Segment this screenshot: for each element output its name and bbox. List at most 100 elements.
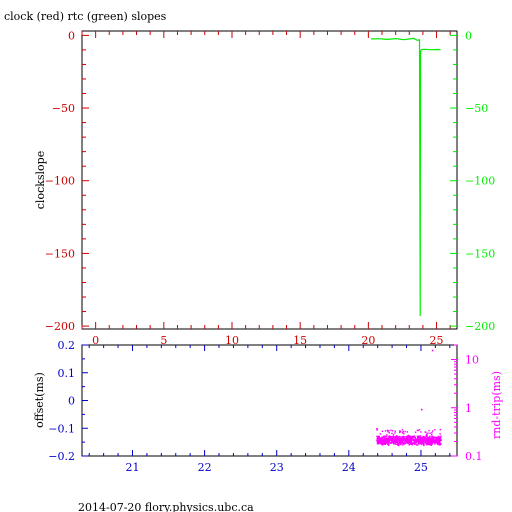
roundtrip-point (432, 436, 434, 438)
roundtrip-point (437, 435, 439, 438)
y2-tick-label: 10 (465, 354, 479, 367)
roundtrip-point (420, 443, 423, 445)
roundtrip-point (424, 440, 426, 442)
roundtrip-point (409, 441, 411, 443)
roundtrip-point (399, 431, 401, 434)
roundtrip-point (399, 441, 401, 443)
roundtrip-point (381, 437, 383, 439)
roundtrip-point (437, 437, 439, 439)
roundtrip-point (419, 437, 422, 439)
roundtrip-point (440, 439, 442, 441)
roundtrip-point (384, 440, 386, 442)
roundtrip-point (378, 436, 380, 438)
roundtrip-point (398, 443, 400, 446)
roundtrip-point (431, 442, 434, 444)
roundtrip-point (417, 429, 419, 432)
roundtrip-point (397, 438, 399, 440)
roundtrip-point (415, 441, 417, 443)
roundtrip-point (391, 432, 393, 435)
roundtrip-point (388, 439, 391, 441)
roundtrip-point (394, 443, 397, 445)
roundtrip-point (380, 440, 382, 443)
roundtrip-point (398, 437, 400, 440)
roundtrip-point (423, 443, 425, 445)
roundtrip-point (397, 439, 399, 442)
x-tick-label: 10 (225, 334, 239, 347)
roundtrip-point (426, 441, 429, 443)
roundtrip-point (421, 441, 423, 444)
roundtrip-point (431, 431, 433, 434)
roundtrip-point (418, 443, 420, 445)
roundtrip-point (376, 441, 378, 443)
roundtrip-point (429, 437, 431, 440)
roundtrip-point (424, 438, 426, 440)
roundtrip-point (384, 437, 386, 439)
roundtrip-point (391, 441, 393, 444)
roundtrip-point (437, 441, 439, 443)
roundtrip-point (397, 436, 399, 439)
roundtrip-point (387, 444, 390, 446)
roundtrip-point (410, 438, 413, 440)
y2-tick-label: 1 (465, 402, 472, 415)
roundtrip-point (393, 443, 395, 445)
roundtrip-point (417, 440, 420, 443)
roundtrip-point (392, 438, 394, 441)
roundtrip-point (380, 442, 382, 444)
x-tick-label: 23 (270, 461, 284, 474)
roundtrip-point (417, 444, 419, 446)
roundtrip-point (376, 435, 378, 438)
roundtrip-point (384, 430, 387, 432)
roundtrip-point (410, 443, 412, 445)
roundtrip-point (425, 441, 427, 444)
roundtrip-point (410, 437, 412, 439)
x-tick-label: 0 (92, 334, 99, 347)
roundtrip-point (429, 435, 431, 437)
roundtrip-point (434, 443, 436, 445)
roundtrip-point (440, 443, 442, 445)
roundtrip-point (407, 439, 409, 442)
roundtrip-point (409, 436, 411, 439)
roundtrip-point (419, 442, 421, 445)
roundtrip-point (431, 442, 434, 445)
x-tick-label: 25 (430, 334, 444, 347)
offset-axes: 21 22 23 24 25 0.2 0.1 0 −0.1 −0.2 10 1 0.1 (48, 339, 482, 474)
roundtrip-point (414, 436, 417, 439)
roundtrip-point (420, 431, 422, 433)
roundtrip-point (401, 428, 404, 431)
roundtrip-point (424, 437, 427, 439)
y-tick-label: 0.2 (58, 339, 76, 352)
y2-tick-label: −150 (465, 247, 495, 260)
roundtrip-point (400, 439, 403, 442)
roundtrip-point (413, 438, 415, 440)
roundtrip-point (417, 442, 420, 444)
roundtrip-point (398, 441, 401, 443)
roundtrip-point (405, 440, 408, 443)
roundtrip-point (395, 438, 397, 440)
roundtrip-point (431, 437, 434, 440)
footer-text: 2014-07-20 flory.physics.ubc.ca (78, 501, 254, 512)
roundtrip-point (415, 444, 418, 446)
roundtrip-point (389, 436, 391, 438)
roundtrip-point (382, 439, 385, 441)
x-tick-label: 5 (160, 334, 167, 347)
y-tick-label: −150 (45, 247, 75, 260)
roundtrip-point (426, 433, 428, 435)
roundtrip-point (426, 436, 428, 438)
roundtrip-point (402, 437, 405, 439)
y-tick-label: −100 (45, 175, 75, 188)
roundtrip-point (404, 430, 406, 433)
roundtrip-point (415, 442, 417, 444)
roundtrip-point (377, 437, 379, 439)
roundtrip-y-axis-title: rnd-trip(ms) (490, 371, 503, 439)
roundtrip-point (438, 442, 441, 444)
roundtrip-point (436, 438, 438, 440)
roundtrip-point (392, 430, 394, 432)
roundtrip-point (429, 439, 431, 441)
roundtrip-point (434, 441, 437, 443)
roundtrip-point (419, 438, 421, 440)
roundtrip-point (416, 439, 419, 441)
y2-tick-label: 0 (465, 29, 472, 42)
roundtrip-point (399, 438, 401, 441)
roundtrip-point (417, 442, 419, 445)
roundtrip-point (405, 438, 407, 440)
